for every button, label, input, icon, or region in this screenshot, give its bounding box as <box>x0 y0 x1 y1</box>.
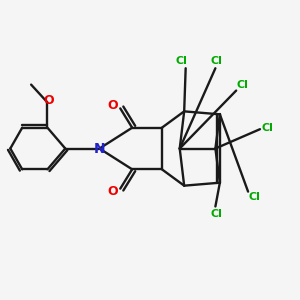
Text: Cl: Cl <box>211 56 223 66</box>
Text: Cl: Cl <box>175 56 187 66</box>
Text: Cl: Cl <box>211 209 223 219</box>
Text: O: O <box>44 94 54 107</box>
Text: Cl: Cl <box>262 123 273 133</box>
Text: Cl: Cl <box>249 192 261 202</box>
Text: N: N <box>94 142 105 155</box>
Text: Cl: Cl <box>237 80 249 90</box>
Text: O: O <box>107 185 118 198</box>
Text: O: O <box>107 99 118 112</box>
